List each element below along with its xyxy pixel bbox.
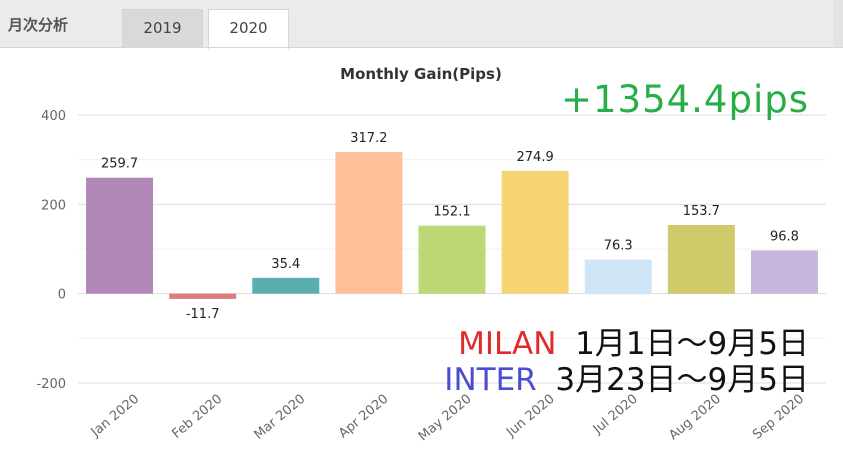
- data-label: 259.7: [101, 157, 138, 172]
- data-label: -11.7: [186, 307, 220, 322]
- period-text-milan: 1月1日～9月5日: [575, 326, 809, 362]
- y-tick-label: -200: [36, 377, 66, 392]
- data-label: 153.7: [683, 204, 720, 219]
- bar-jan-2020: [86, 177, 154, 294]
- data-label: 317.2: [350, 131, 387, 146]
- x-tick-label: Sep 2020: [750, 392, 807, 443]
- y-tick-label: 400: [41, 109, 66, 124]
- x-tick-label: Aug 2020: [666, 392, 724, 444]
- data-label: 76.3: [604, 239, 633, 254]
- tab-bar-edge: [833, 0, 843, 48]
- tab-bar: 月次分析 2019 2020: [0, 0, 843, 49]
- bar-feb-2020: [169, 293, 237, 299]
- x-tick-label: Mar 2020: [251, 392, 308, 443]
- bar-jun-2020: [501, 170, 569, 294]
- bar-mar-2020: [252, 277, 320, 294]
- x-tick-label: May 2020: [416, 392, 475, 445]
- total-gain-label: +1354.4pips: [561, 78, 809, 121]
- y-axis-labels: -200 0 200 400: [36, 109, 66, 392]
- period-row-inter: INTER 3月23日～9月5日: [444, 362, 809, 398]
- bar-sep-2020: [750, 250, 818, 294]
- x-tick-label: Jan 2020: [88, 392, 142, 441]
- content-divider: [0, 47, 843, 48]
- period-text-inter: 3月23日～9月5日: [555, 362, 809, 398]
- bars: [86, 151, 818, 299]
- tab-2020[interactable]: 2020: [208, 9, 289, 49]
- x-tick-label: Jun 2020: [503, 392, 557, 441]
- data-label: 96.8: [770, 229, 799, 244]
- chart-title: Monthly Gain(Pips): [340, 65, 502, 83]
- x-axis-labels: Jan 2020 Feb 2020 Mar 2020 Apr 2020 May 2020…: [88, 392, 807, 445]
- x-tick-label: Apr 2020: [336, 392, 391, 442]
- y-tick-label: 200: [41, 198, 66, 213]
- bar-may-2020: [418, 225, 486, 294]
- x-tick-label: Jul 2020: [590, 392, 641, 438]
- data-label: 152.1: [433, 205, 470, 220]
- tab-2019[interactable]: 2019: [122, 9, 203, 48]
- y-tick-label: 0: [58, 288, 66, 303]
- data-labels: 259.7 -11.7 35.4 317.2 152.1 274.9 76.3 153.7 96…: [101, 131, 799, 322]
- bar-apr-2020: [335, 151, 403, 294]
- period-row-milan: MILAN 1月1日～9月5日: [458, 326, 809, 362]
- x-tick-label: Feb 2020: [169, 392, 225, 442]
- bar-jul-2020: [584, 259, 652, 294]
- team-name-inter: INTER: [444, 362, 537, 398]
- data-label: 35.4: [271, 257, 300, 272]
- team-name-milan: MILAN: [458, 326, 557, 362]
- data-label: 274.9: [517, 150, 554, 165]
- bar-aug-2020: [667, 225, 735, 294]
- section-heading: 月次分析: [8, 16, 69, 34]
